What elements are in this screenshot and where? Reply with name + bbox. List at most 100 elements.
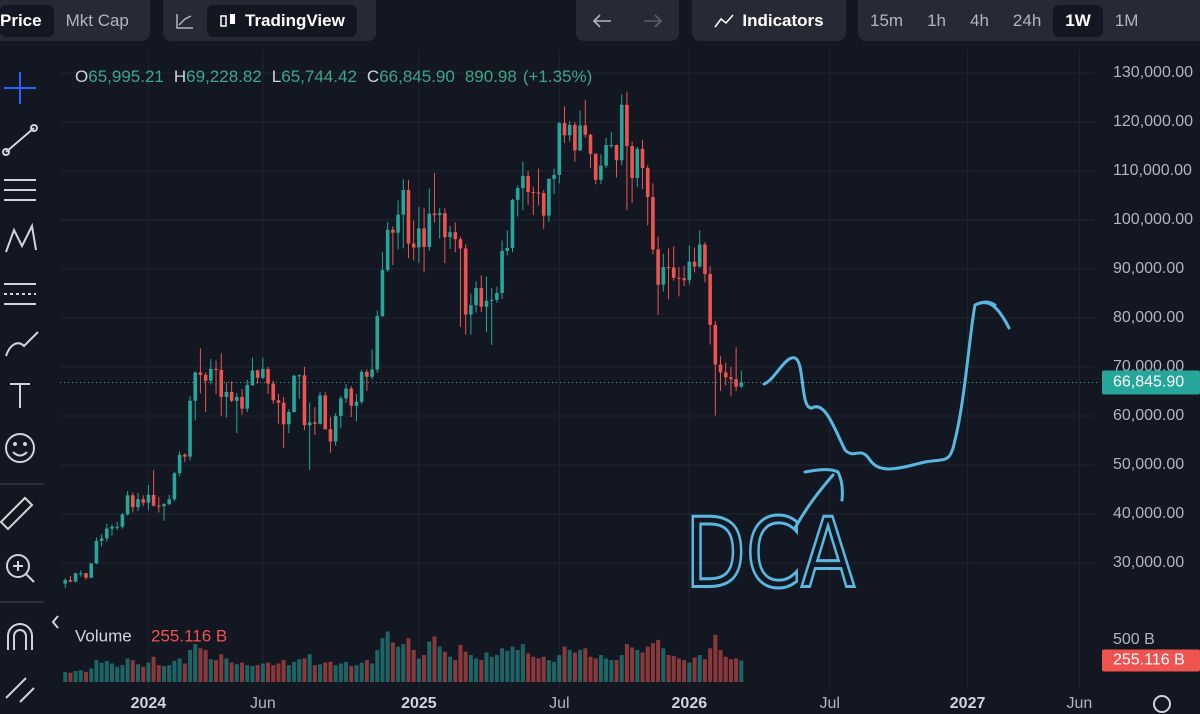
interval-group: 15m 1h 4h 24h 1W 1M [858, 0, 1200, 41]
settings-button[interactable] [1153, 695, 1171, 713]
zoom-tool[interactable] [6, 554, 35, 583]
candle-body [469, 305, 473, 315]
ohlc-key: L [271, 67, 282, 86]
candle-body [437, 213, 442, 216]
ohlc-value: 65,744.42 [281, 67, 357, 86]
candle-body [640, 148, 645, 169]
line-style-button[interactable] [163, 5, 207, 37]
volume-bar [676, 658, 681, 682]
volume-legend: Volume [75, 626, 132, 645]
back-button[interactable] [580, 5, 624, 37]
volume-bar [697, 655, 702, 682]
brush-tool[interactable] [5, 331, 39, 357]
volume-bar [505, 650, 510, 682]
candle-body [229, 391, 234, 401]
candle-body [396, 214, 400, 233]
candle-body [266, 368, 270, 384]
forecast-tool[interactable] [4, 283, 36, 305]
candle-body [557, 123, 562, 175]
volume-bar [349, 666, 354, 682]
fib-tool[interactable] [4, 179, 36, 201]
candle-body [297, 375, 302, 377]
indicators-button[interactable]: Indicators [702, 5, 835, 37]
candle-body [443, 213, 447, 238]
volume-bar [713, 634, 718, 682]
volume-bar [463, 651, 468, 682]
volume-bar [328, 661, 333, 682]
interval-button[interactable]: 4h [970, 10, 989, 30]
text-tool[interactable] [10, 383, 30, 408]
price-toggle: Price Mkt Cap [0, 0, 150, 41]
volume-bar [656, 639, 661, 682]
tradingview-button[interactable]: TradingView [207, 4, 357, 37]
volume-bar [520, 644, 525, 682]
trendline-tool[interactable] [2, 124, 38, 156]
price-button[interactable]: Price [0, 4, 54, 37]
volume-bar [708, 648, 713, 682]
candle-body [151, 494, 156, 506]
candle-body [588, 134, 593, 154]
indicators-group: Indicators [692, 0, 846, 41]
candle-body [614, 145, 619, 161]
candle-body [401, 190, 406, 215]
candle-body [604, 145, 608, 166]
candle-body [479, 288, 484, 307]
y-tick-label: 80,000.00 [1113, 309, 1184, 326]
magnet-tool[interactable] [7, 623, 33, 650]
volume-bar [666, 655, 671, 682]
ruler-tool[interactable] [0, 496, 34, 531]
candle-body [307, 422, 312, 426]
candle-body [131, 495, 135, 508]
volume-bar [432, 636, 437, 682]
interval-button[interactable]: 1W [1053, 4, 1103, 37]
volume-bar [458, 644, 463, 682]
tradingview-label: TradingView [245, 10, 345, 30]
interval-button[interactable]: 1M [1114, 10, 1139, 30]
collapse-toggle[interactable] [51, 615, 59, 629]
y-tick-label: 100,000.00 [1113, 211, 1193, 228]
volume-bar [546, 660, 551, 682]
interval-button[interactable]: 15m [870, 10, 904, 30]
volume-bar [333, 665, 338, 682]
pattern-tool[interactable] [5, 222, 37, 253]
candle-body [276, 400, 281, 403]
forward-button[interactable] [631, 5, 675, 37]
candle-body [625, 104, 629, 147]
candle-body [547, 178, 551, 216]
candle-body [167, 499, 172, 505]
candle-body [261, 368, 265, 378]
candle-body [224, 391, 229, 397]
candle-body [235, 396, 239, 401]
volume-bar [125, 658, 130, 682]
y-tick-label: 30,000.00 [1113, 554, 1184, 571]
volume-bar [552, 661, 557, 682]
candle-body [188, 400, 192, 457]
volume-bar [572, 652, 577, 682]
volume-bar [193, 644, 198, 682]
volume-bar [146, 662, 151, 682]
interval-button[interactable]: 1h [927, 10, 946, 30]
candle-body [489, 299, 494, 301]
candle-body [110, 526, 114, 529]
emoji-tool[interactable] [5, 433, 35, 463]
candle-body [619, 104, 624, 161]
crosshair-tool[interactable] [4, 72, 36, 104]
candle-body [99, 538, 104, 541]
volume-bar [739, 660, 744, 682]
candle-body [79, 573, 83, 575]
mkt-cap-button[interactable]: Mkt Cap [65, 10, 129, 30]
lock-tool[interactable] [5, 677, 35, 703]
volume-bar [614, 660, 619, 682]
volume-bar [104, 660, 109, 682]
candle-body [120, 514, 125, 527]
volume-bar [526, 653, 531, 682]
volume-bar [396, 646, 401, 682]
volume-bar [401, 644, 406, 682]
x-tick-label: Jun [250, 695, 276, 712]
interval-button[interactable]: 24h [1012, 10, 1042, 30]
candle-body [609, 145, 614, 147]
candle-body [411, 243, 416, 248]
candle-body [318, 395, 322, 424]
candle-body [313, 422, 317, 424]
volume-bar [266, 662, 271, 682]
